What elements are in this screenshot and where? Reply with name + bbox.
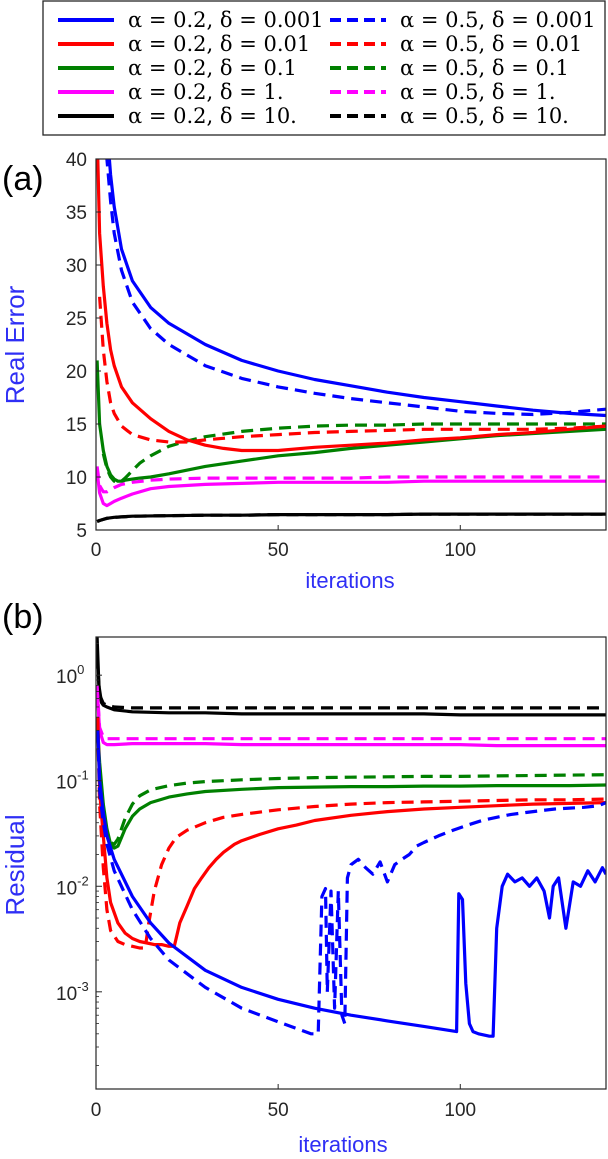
series-line-b-7 [96,685,606,741]
legend-entry: α = 0.2, δ = 0.01 [58,32,310,56]
y-tick-base: 10 [56,773,77,794]
series-line-b-2 [96,717,606,948]
y-tick-base: 10 [56,878,77,899]
legend-entry: α = 0.5, δ = 0.01 [330,32,582,56]
y-tick-label: 30 [66,256,87,277]
series-line-b-6 [96,688,606,748]
y-tick-label: 10 [66,468,87,489]
legend-entry: α = 0.2, δ = 0.001 [58,8,324,32]
legend-entry: α = 0.5, δ = 10. [330,104,569,128]
legend-entry: α = 0.2, δ = 10. [58,104,297,128]
y-tick-base: 10 [56,667,77,688]
series-line-b-0 [96,730,606,1038]
x-tick-label: 0 [91,540,102,561]
series-line-a-0 [107,159,606,418]
legend-label: α = 0.5, δ = 0.1 [400,56,569,80]
legend-label: α = 0.5, δ = 0.01 [400,32,582,56]
y-tick-label: 5 [76,521,87,542]
series-line-a-5 [101,422,606,484]
x-tick-label: 100 [444,1100,476,1121]
x-tick-label: 50 [268,1100,289,1121]
legend-entry: α = 0.5, δ = 0.001 [330,8,596,32]
legend-entry: α = 0.5, δ = 1. [330,80,556,104]
y-tick-label: 20 [66,362,87,383]
panel-b-axes-box [95,636,607,1090]
legend-entry: α = 0.2, δ = 1. [58,80,284,104]
panel-b-ylabel: Residual [0,814,30,915]
legend-entry: α = 0.2, δ = 0.1 [58,56,297,80]
y-tick-label: 100 [56,662,84,688]
y-tick-label: 40 [66,150,87,171]
series-line-b-4 [96,730,606,850]
series-line-b-5 [96,730,606,846]
series-line-b-3 [96,730,606,950]
series-line-a-4 [96,360,606,483]
legend-label: α = 0.5, δ = 10. [400,104,569,128]
legend-label: α = 0.5, δ = 0.001 [400,8,596,32]
legend-entry: α = 0.5, δ = 0.1 [330,56,569,80]
x-tick-label: 50 [268,540,289,561]
series-line-a-2 [96,159,606,453]
y-tick-exponent: -1 [77,768,89,783]
series-line-a-3 [98,296,606,444]
y-tick-exponent: 0 [77,662,84,677]
y-tick-label: 10-3 [56,979,89,1005]
series-line-a-6 [96,471,606,508]
panel-a-label: (a) [2,160,44,198]
legend-label: α = 0.2, δ = 10. [128,104,297,128]
panel-b-label: (b) [2,598,44,636]
series-line-a-1 [105,159,606,417]
y-tick-label: 10-1 [56,768,89,794]
y-tick-label: 15 [66,415,87,436]
panel-a-axes-box [95,158,607,531]
legend-label: α = 0.2, δ = 0.01 [128,32,310,56]
series-line-a-9 [96,512,606,523]
x-tick-label: 0 [91,1100,102,1121]
y-tick-exponent: -3 [77,979,89,994]
legend-box [42,0,606,136]
legend-label: α = 0.5, δ = 1. [400,80,556,104]
legend-label: α = 0.2, δ = 1. [128,80,284,104]
y-tick-label: 25 [66,309,87,330]
x-tick-label: 100 [444,540,476,561]
series-line-b-8 [96,637,606,717]
panel-a: (a) 0 50 100 5 10 15 20 25 30 35 40 iterations Rea… [0,150,607,593]
legend-label: α = 0.2, δ = 0.1 [128,56,297,80]
legend-label: α = 0.2, δ = 0.001 [128,8,324,32]
y-tick-exponent: -2 [77,873,89,888]
series-line-a-7 [96,466,606,494]
series-line-b-9 [96,656,606,710]
panel-a-xlabel: iterations [305,568,394,593]
y-tick-label: 35 [66,203,87,224]
series-line-b-1 [96,730,606,1036]
panel-b-xlabel: iterations [298,1132,387,1157]
panel-a-ylabel: Real Error [0,285,30,404]
y-tick-base: 10 [56,984,77,1005]
y-tick-label: 10-2 [56,873,89,899]
